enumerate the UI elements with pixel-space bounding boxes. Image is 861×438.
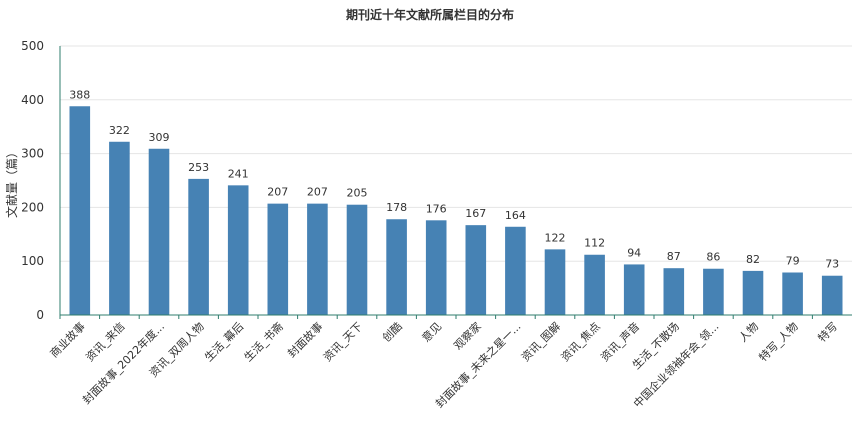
- bar: [307, 203, 328, 315]
- x-tick-label: 资讯_图解: [518, 319, 563, 364]
- data-label: 79: [786, 254, 800, 267]
- bar: [109, 141, 130, 315]
- bar: [505, 226, 526, 315]
- bar: [623, 264, 645, 315]
- data-label: 122: [545, 231, 566, 244]
- x-tick-label: 生活_书斋: [241, 319, 286, 364]
- y-tick-label: 400: [21, 93, 44, 107]
- gridlines: [60, 45, 852, 262]
- bar: [663, 268, 685, 315]
- data-label: 73: [825, 258, 839, 271]
- x-tick-label: 创酷: [380, 320, 405, 345]
- data-label: 112: [584, 237, 605, 250]
- x-tick-label: 特写_人物: [756, 319, 801, 364]
- bar: [148, 148, 170, 315]
- bar: [346, 204, 368, 315]
- data-label: 167: [465, 207, 486, 220]
- bar: [69, 106, 91, 315]
- bar: [267, 203, 289, 315]
- data-label: 322: [109, 124, 130, 137]
- data-label: 241: [228, 167, 249, 180]
- bar: [782, 272, 803, 315]
- data-label: 388: [69, 88, 90, 101]
- data-label: 309: [149, 131, 170, 144]
- data-label: 176: [426, 202, 447, 215]
- x-tick-label: 封面故事: [285, 319, 326, 360]
- data-label: 207: [307, 186, 328, 199]
- x-tick-label: 资讯_天下: [321, 320, 365, 364]
- x-tick-label: 资讯_焦点: [559, 320, 603, 364]
- y-axis-ticks: 0 100 200 300 400 500: [21, 39, 44, 322]
- data-label: 253: [188, 161, 209, 174]
- x-tick-label: 人物: [736, 319, 761, 344]
- bar: [188, 178, 209, 315]
- x-tick-label: 特写: [815, 319, 840, 344]
- bar: [821, 275, 843, 315]
- x-tick-label: 观察家: [451, 319, 484, 352]
- y-tick-label: 200: [21, 200, 44, 214]
- y-axis-label: 文献量（篇）: [4, 146, 19, 218]
- data-labels: 388 322 309 253 241 207 207 205 178 176 167 164 122 1…: [69, 88, 839, 270]
- y-tick-label: 300: [21, 147, 44, 161]
- x-axis-ticks: 商业故事资讯_来信封面故事_2022年度...资讯_双周人物生活_幕后生活_书斋…: [47, 315, 840, 410]
- x-tick-label: 生活_幕后: [201, 319, 246, 364]
- data-label: 82: [746, 253, 760, 266]
- data-label: 178: [386, 201, 407, 214]
- y-tick-label: 0: [36, 308, 44, 322]
- bar: [703, 268, 724, 315]
- x-tick-label: 商业故事: [47, 319, 88, 360]
- y-tick-label: 500: [21, 39, 44, 53]
- bar: [544, 249, 566, 315]
- y-tick-label: 100: [21, 254, 44, 268]
- data-label: 205: [347, 187, 368, 200]
- data-label: 94: [627, 246, 641, 259]
- data-label: 207: [267, 186, 288, 199]
- bar: [465, 225, 487, 315]
- bars: [69, 106, 843, 315]
- chart-title: 期刊近十年文献所属栏目的分布: [346, 7, 514, 22]
- bar: [425, 220, 447, 315]
- bar: [386, 219, 407, 315]
- data-label: 87: [667, 250, 681, 263]
- data-label: 86: [706, 251, 720, 264]
- bar: [742, 270, 764, 315]
- bar: [227, 185, 249, 315]
- bar: [584, 254, 605, 315]
- data-label: 164: [505, 209, 526, 222]
- x-tick-label: 意见: [419, 319, 444, 344]
